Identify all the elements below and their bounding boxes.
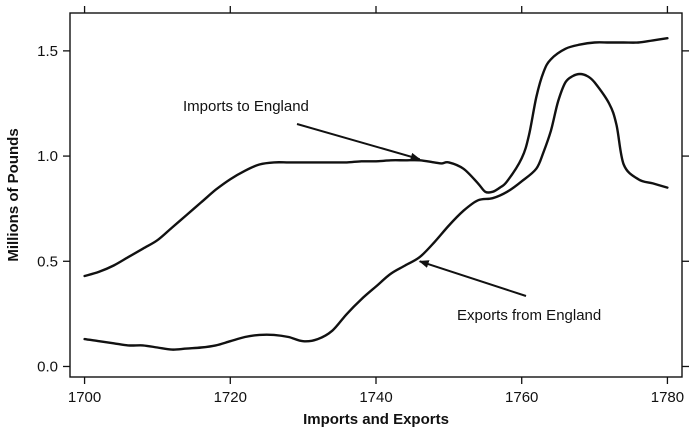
y-tick-label: 1.5 <box>37 43 58 60</box>
annotation-imports-arrow <box>296 123 421 161</box>
y-axis-tick-labels: 0.0 0.5 1.0 1.5 <box>37 43 58 376</box>
x-tick-label: 1760 <box>505 389 538 406</box>
y-tick-label: 0.5 <box>37 253 58 270</box>
annotation-imports-label: Imports to England <box>183 98 309 115</box>
x-axis-tick-labels: 1700 1720 1740 1760 1780 <box>68 389 684 406</box>
x-tick-label: 1700 <box>68 389 101 406</box>
y-axis-title: Millions of Pounds <box>5 128 22 261</box>
x-tick-label: 1740 <box>359 389 392 406</box>
series-group <box>83 37 669 351</box>
x-axis-ticks <box>83 6 669 384</box>
y-tick-label: 1.0 <box>37 148 58 165</box>
y-tick-label: 0.0 <box>37 358 58 375</box>
annotation-exports-label: Exports from England <box>457 307 601 324</box>
x-tick-label: 1720 <box>214 389 247 406</box>
annotation-exports: Exports from England <box>418 260 601 324</box>
x-tick-label: 1780 <box>651 389 684 406</box>
x-axis-title: Imports and Exports <box>303 411 449 428</box>
exports-line <box>83 72 669 351</box>
annotation-exports-arrow <box>418 260 527 297</box>
annotation-imports: Imports to England <box>183 98 421 161</box>
y-axis-ticks <box>63 50 689 368</box>
